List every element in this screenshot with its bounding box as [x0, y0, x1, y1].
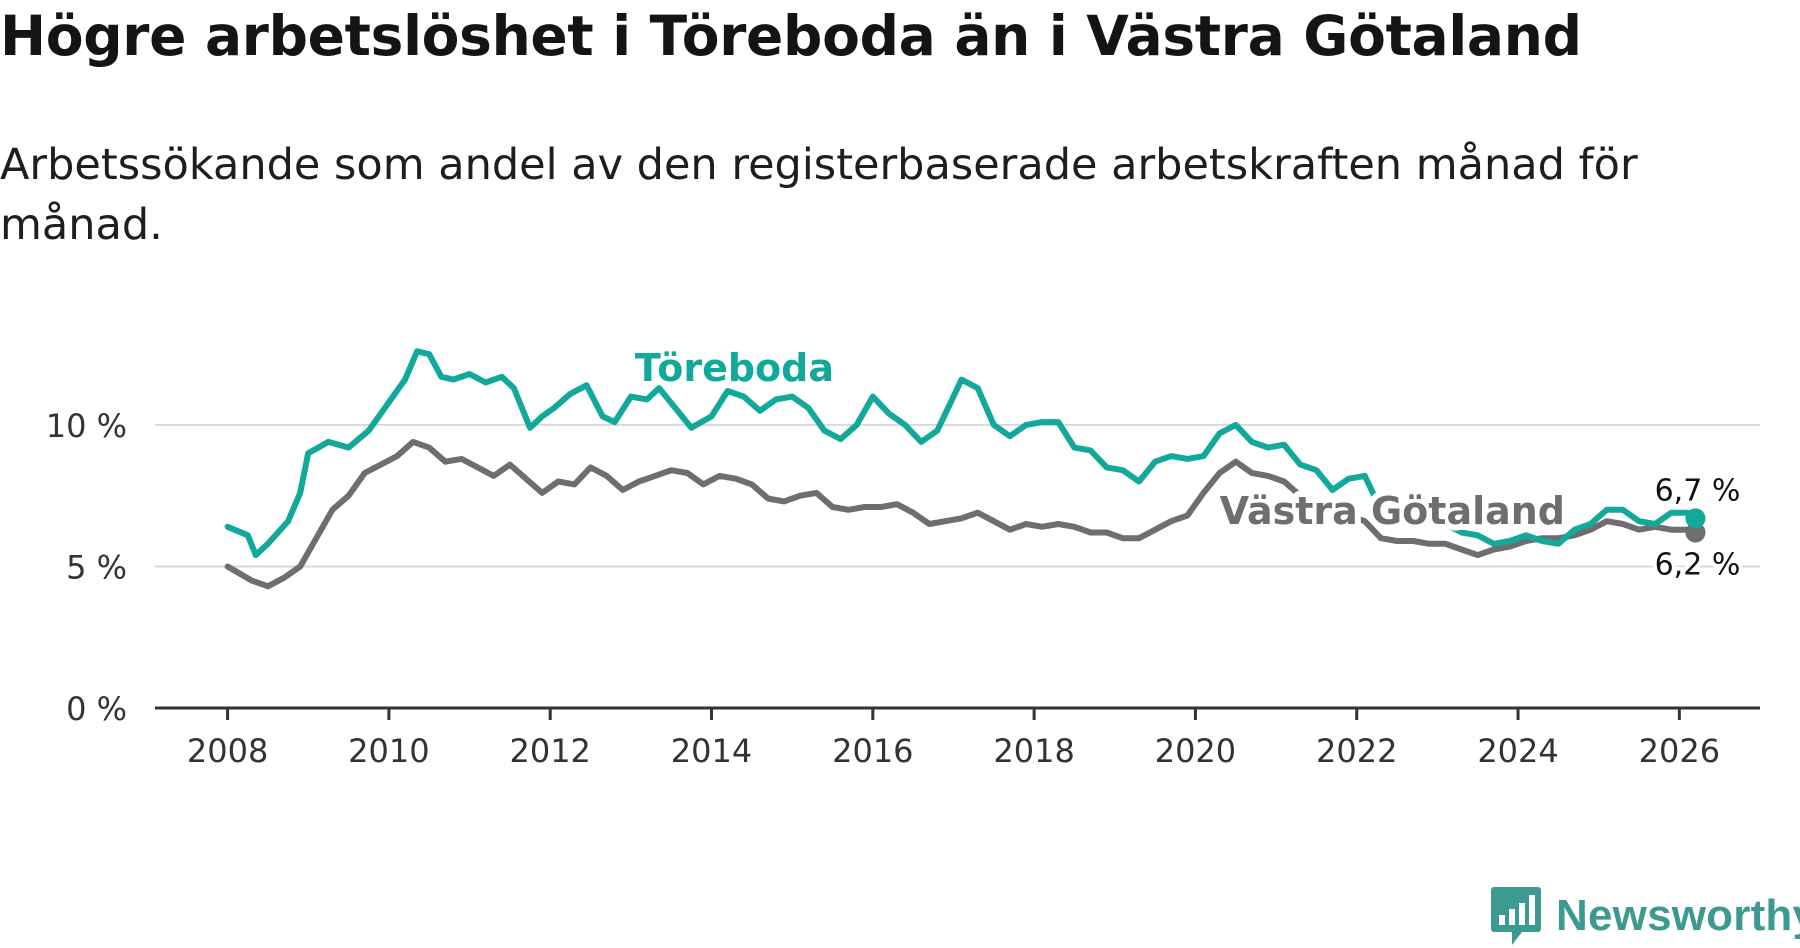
series-label-halo-toreboda: Töreboda: [635, 346, 834, 390]
series-line-vastra-gotaland: [224, 438, 1699, 590]
chart-title: Högre arbetslöshet i Töreboda än i Västr…: [0, 4, 1582, 68]
series-end-point-toreboda: [1685, 508, 1706, 529]
x-tick-label: 2024: [1477, 732, 1558, 770]
series-line-toreboda: [224, 348, 1699, 559]
series-lines: [224, 348, 1706, 590]
series-label-vastra-gotaland: Västra Götaland: [1220, 489, 1565, 533]
series-end-point-vastra-gotaland: [1685, 522, 1706, 543]
chart-subtitle: Arbetssökande som andel av den registerb…: [0, 140, 1638, 250]
newsworthy-logo: Newsworthy: [1490, 885, 1800, 947]
gridlines: [155, 423, 1760, 568]
x-tick-label: 2018: [993, 732, 1074, 770]
axes: 0 % 5 % 10 % 2008 2010 2012 2014 2016 2018 2020 20…: [46, 407, 1760, 770]
newsworthy-logo-text: Newsworthy: [1556, 891, 1800, 940]
x-tick-label: 2014: [671, 732, 752, 770]
y-tick-label: 0 %: [66, 690, 127, 728]
end-label-halo-toreboda: 6,7 %: [1655, 473, 1741, 508]
end-label-toreboda: 6,7 %: [1655, 473, 1741, 508]
x-tick-label: 2022: [1316, 732, 1397, 770]
x-tick-label: 2016: [832, 732, 913, 770]
x-tick-label: 2008: [187, 732, 268, 770]
x-tick-label: 2020: [1155, 732, 1236, 770]
series-label-toreboda: Töreboda: [635, 346, 834, 390]
end-label-halo-vastra-gotaland: 6,2 %: [1655, 547, 1741, 582]
y-tick-label: 5 %: [66, 548, 127, 586]
y-tick-label: 10 %: [46, 407, 127, 445]
x-tick-label: 2012: [509, 732, 590, 770]
end-label-vastra-gotaland: 6,2 %: [1655, 547, 1741, 582]
newsworthy-logo-icon: [1491, 887, 1541, 945]
series-label-halo-vastra-gotaland: Västra Götaland: [1220, 489, 1565, 533]
x-tick-label: 2010: [348, 732, 429, 770]
x-tick-label: 2026: [1639, 732, 1720, 770]
